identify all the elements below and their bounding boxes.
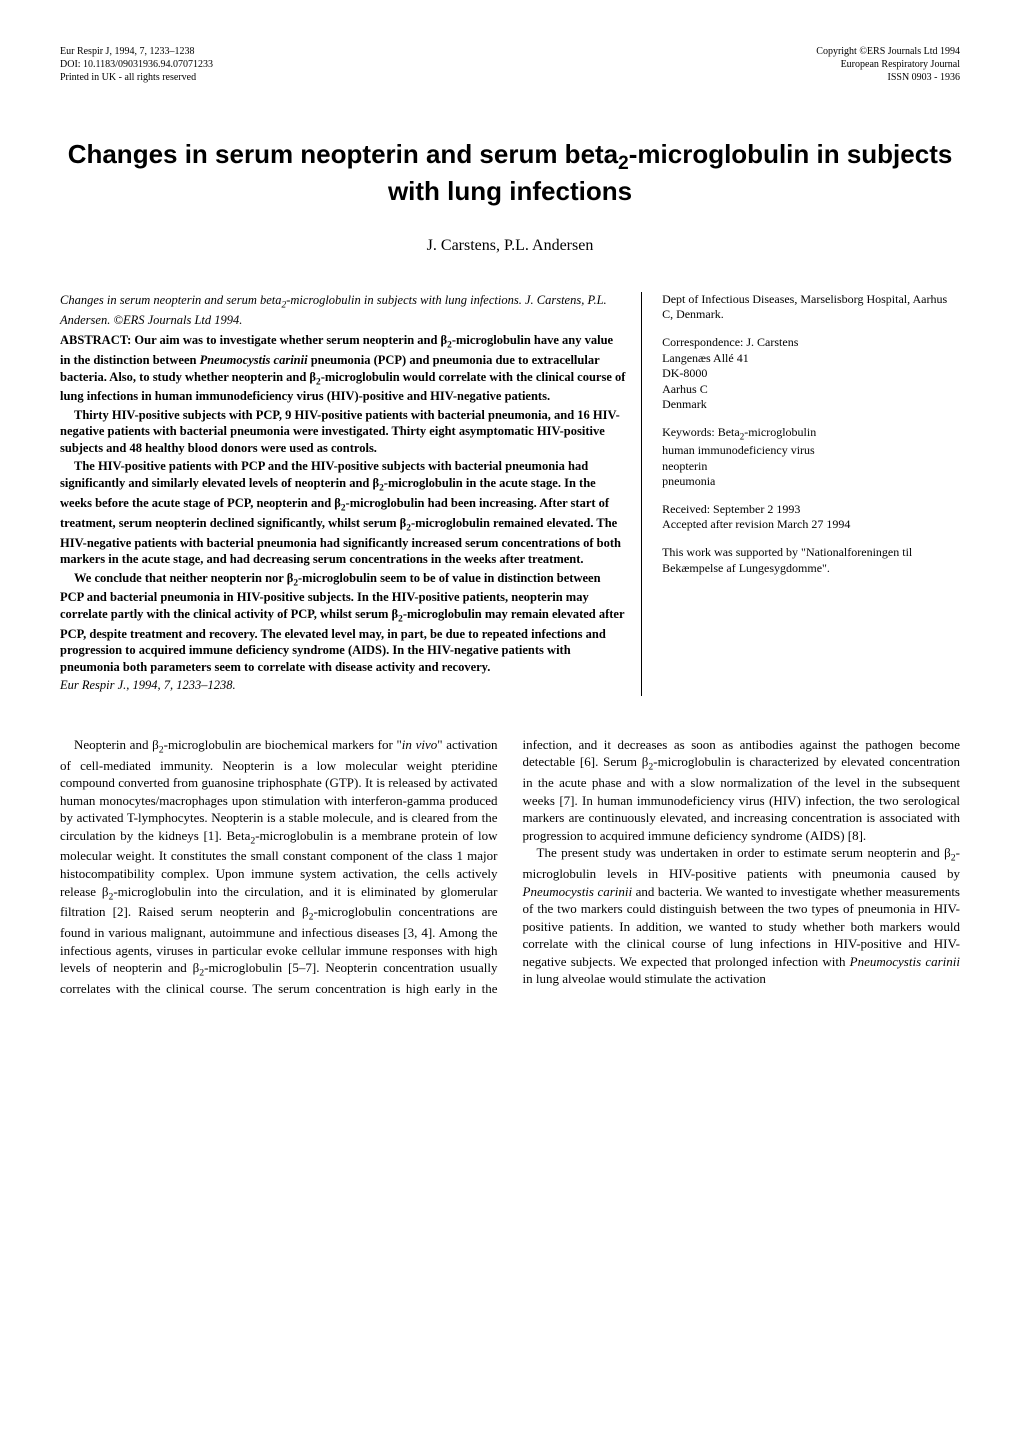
abstract-journal: Eur Respir J., 1994, 7, 1233–1238. [60,677,626,694]
abstract-sidebar: Dept of Infectious Diseases, Marselisbor… [662,292,960,696]
received-accepted: Received: September 2 1993Accepted after… [662,502,960,533]
body-text: Neopterin and β2-microglobulin are bioch… [60,736,960,998]
header-left: Eur Respir J, 1994, 7, 1233–1238 DOI: 10… [60,45,213,84]
abstract-p3: The HIV-positive patients with PCP and t… [60,458,626,567]
journal-ref: Eur Respir J, 1994, 7, 1233–1238 [60,45,213,58]
keywords: Keywords: Beta2-microglobulinhuman immun… [662,425,960,490]
authors: J. Carstens, P.L. Andersen [60,235,960,257]
article-title: Changes in serum neopterin and serum bet… [60,139,960,207]
journal-name: European Respiratory Journal [816,58,960,71]
print-info: Printed in UK - all rights reserved [60,71,213,84]
issn: ISSN 0903 - 1936 [816,71,960,84]
abstract-p4: We conclude that neither neopterin nor β… [60,570,626,676]
funding: This work was supported by "Nationalfore… [662,545,960,576]
abstract-p1: ABSTRACT: Our aim was to investigate whe… [60,332,626,405]
abstract-block: Changes in serum neopterin and serum bet… [60,292,960,696]
copyright: Copyright ©ERS Journals Ltd 1994 [816,45,960,58]
page-header: Eur Respir J, 1994, 7, 1233–1238 DOI: 10… [60,45,960,84]
abstract-main: Changes in serum neopterin and serum bet… [60,292,642,696]
abstract-citation: Changes in serum neopterin and serum bet… [60,292,626,328]
affiliation: Dept of Infectious Diseases, Marselisbor… [662,292,960,323]
abstract-p2: Thirty HIV-positive subjects with PCP, 9… [60,407,626,457]
correspondence: Correspondence: J. CarstensLangenæs Allé… [662,335,960,413]
body-p2: The present study was undertaken in orde… [523,844,961,988]
doi: DOI: 10.1183/09031936.94.07071233 [60,58,213,71]
header-right: Copyright ©ERS Journals Ltd 1994 Europea… [816,45,960,84]
